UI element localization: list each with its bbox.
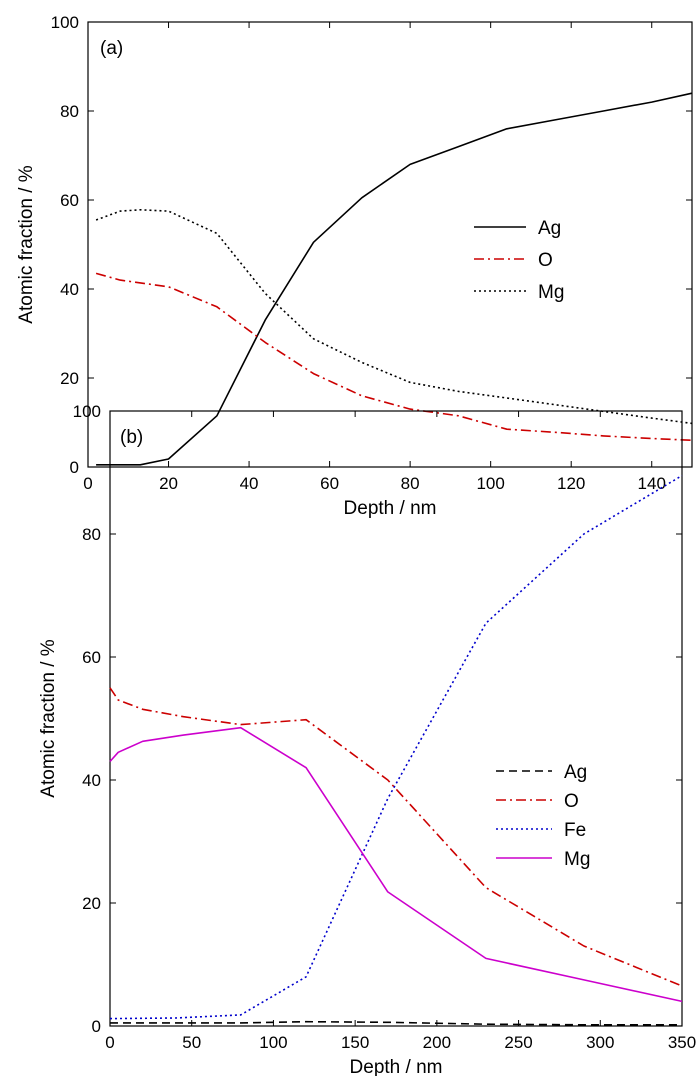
panel-0-y-tick-label: 0: [70, 458, 79, 477]
panel-0-x-tick-label: 20: [159, 474, 178, 493]
panel-1-x-tick-label: 300: [586, 1033, 614, 1052]
panel-1-x-tick-label: 50: [182, 1033, 201, 1052]
panel-1-y-tick-label: 60: [82, 648, 101, 667]
panel-0-x-tick-label: 120: [557, 474, 585, 493]
panel-1-legend-label-mg: Mg: [564, 849, 590, 870]
panel-0-x-tick-label: 140: [638, 474, 666, 493]
panel-0-x-tick-label: 100: [476, 474, 504, 493]
panel-0-x-tick-label: 0: [83, 474, 92, 493]
panel-1-y-tick-label: 20: [82, 894, 101, 913]
panel-1-series-line-mg: [109, 726, 683, 1003]
panel-1-legend-label-ag: Ag: [564, 762, 587, 783]
panel-1-y-tick-label: 0: [92, 1017, 101, 1036]
panel-1-x-tick-label: 100: [259, 1033, 287, 1052]
panel-0-y-tick-label: 60: [60, 191, 79, 210]
panel-1-x-tick-label: 250: [504, 1033, 532, 1052]
panel-0-legend-label-ag: Ag: [538, 218, 561, 239]
panel-1-legend-label-o: O: [564, 791, 579, 812]
panel-1-series-line-fe: [109, 474, 683, 1020]
panel-1-legend-label-fe: Fe: [564, 820, 586, 841]
panel-0-series-line-o: [95, 272, 693, 442]
panel-0-y-tick-label: 100: [51, 13, 79, 32]
panel-0-panel-label: (a): [100, 38, 123, 59]
panel-1-series-line-ag: [110, 1020, 682, 1026]
panel-1-y-tick-label: 100: [73, 402, 101, 421]
panel-1-y-axis-label: Atomic fraction / %: [38, 639, 59, 797]
panel-0-x-tick-label: 60: [320, 474, 339, 493]
panel-0-x-tick-label: 40: [240, 474, 259, 493]
panel-0-series-line-mg: [95, 209, 693, 425]
panel-0-y-tick-label: 40: [60, 280, 79, 299]
panel-1-x-axis-label: Depth / nm: [350, 1057, 443, 1076]
panel-0-series-line-ag: [96, 92, 693, 466]
panel-1-y-tick-label: 80: [82, 525, 101, 544]
panel-1-x-tick-label: 150: [341, 1033, 369, 1052]
panel-1-series-line-o: [109, 687, 683, 987]
panel-0-y-tick-label: 80: [60, 102, 79, 121]
panel-1-x-tick-label: 0: [105, 1033, 114, 1052]
panel-0-legend-label-mg: Mg: [538, 282, 564, 303]
panel-0-x-axis-label: Depth / nm: [344, 498, 437, 519]
panel-0-plot-frame: [87, 21, 693, 468]
panel-0-y-axis-label: Atomic fraction / %: [16, 165, 37, 323]
panel-a: 0 20 40 60 80 100 120 140 0 20 40 60 80 100 Depth / nm…: [16, 13, 693, 519]
panel-1-x-tick-label: 200: [423, 1033, 451, 1052]
panel-1-panel-label: (b): [120, 427, 143, 448]
panel-0-legend-label-o: O: [538, 250, 553, 271]
panel-1-y-tick-label: 40: [82, 771, 101, 790]
panel-1-plot-frame: [109, 410, 683, 1027]
panel-0-y-tick-label: 20: [60, 369, 79, 388]
panel-0-x-tick-label: 80: [401, 474, 420, 493]
panel-1-x-tick-label: 350: [668, 1033, 696, 1052]
